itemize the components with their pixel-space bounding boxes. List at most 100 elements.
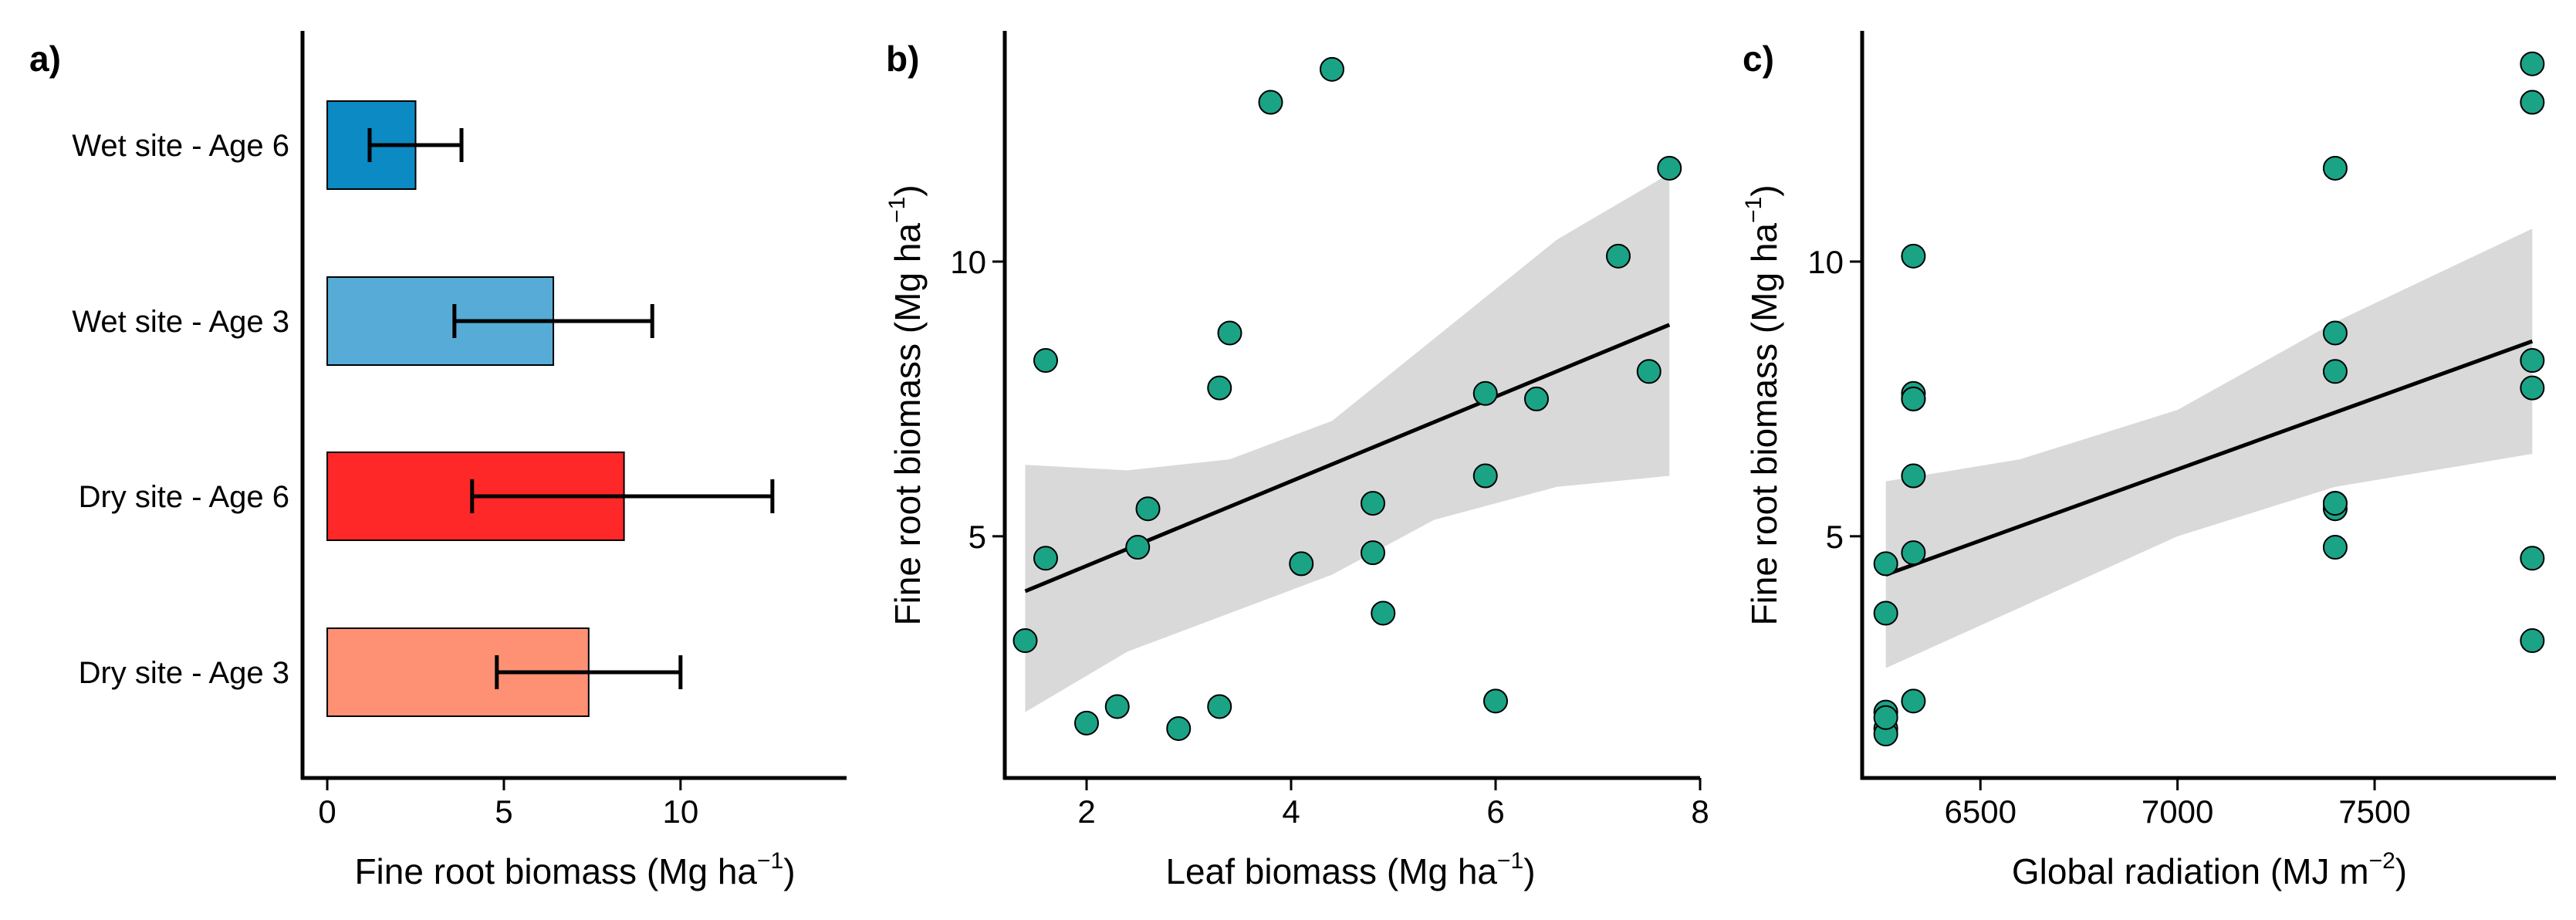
category-label: Wet site - Age 6 [72,129,289,163]
panel-b-y-title-main: Fine root biomass (Mg ha [887,223,928,626]
panel-a-x-title-main: Fine root biomass (Mg ha [354,851,757,891]
panel-c-ticks: 6500 7000 7500 5 10 [1807,244,2410,830]
panel-b-y-title-sup: −1 [884,197,910,223]
x-tick-label: 6500 [1945,793,2017,830]
data-point [1901,386,1926,411]
data-point [2520,375,2545,401]
panel-c-confidence-band [1885,228,2533,668]
panel-b-x-title-sup: −1 [1497,848,1523,874]
data-point [1873,600,1898,626]
data-point [1207,694,1232,719]
data-point [1361,540,1385,566]
y-tick-label: 5 [1826,519,1844,555]
data-point [2520,348,2545,374]
panel-a-category-labels: Wet site - Age 6 Wet site - Age 3 Dry site… [72,129,289,690]
data-point [1074,710,1099,736]
data-point [1371,600,1396,626]
panel-c-x-title-end: ) [2395,851,2407,891]
data-point [1606,243,1631,269]
data-point [1901,688,1926,714]
category-label: Wet site - Age 3 [72,305,289,339]
panel-a-x-title-end: ) [783,851,795,891]
data-point [1524,386,1549,411]
category-label: Dry site - Age 6 [79,480,289,514]
data-point [1901,463,1926,489]
data-point [1012,628,1038,654]
category-label: Dry site - Age 3 [79,656,289,690]
panel-a-x-title: Fine root biomass (Mg ha−1) [354,848,795,891]
data-point [1320,56,1344,82]
confidence-band-area [1885,228,2533,668]
panel-c-y-title-main: Fine root biomass (Mg ha [1744,223,1784,626]
data-point [1258,90,1283,115]
panel-b-y-title-end: ) [887,184,928,196]
data-point [1901,540,1926,566]
data-point [1873,551,1898,577]
panel-b-x-title-end: ) [1523,851,1535,891]
y-tick-label: 5 [969,519,986,555]
data-point [2322,491,2348,516]
data-point [1033,546,1058,571]
data-point [2520,628,2545,654]
data-point [1901,243,1926,269]
panel-c: c) 6500 7000 7500 5 10 Global radiation (MJ … [1741,31,2556,891]
data-point [2322,155,2348,181]
data-point [1104,694,1130,719]
panel-c-fit-line [1885,339,2534,577]
panel-c-x-title-sup: −2 [2369,848,2395,874]
panel-b-points [1012,56,1682,741]
data-point [1636,359,1662,384]
x-tick-label: 5 [495,793,512,830]
panel-a: a) Wet site - Age 6 Wet site - Age 3 Dry s… [29,31,847,891]
data-point [1207,375,1232,401]
data-point [2322,359,2348,384]
x-tick-label: 10 [662,793,698,830]
regression-line [1885,339,2534,577]
data-point [1135,496,1161,522]
x-tick-label: 2 [1077,793,1095,830]
x-tick-label: 8 [1691,793,1709,830]
x-tick-label: 7000 [2142,793,2213,830]
data-point [2520,90,2545,115]
data-point [1472,381,1498,406]
panel-b-x-title: Leaf biomass (Mg ha−1) [1165,848,1535,891]
x-tick-label: 4 [1282,793,1300,830]
data-point [2520,51,2545,76]
panel-b-x-title-main: Leaf biomass (Mg ha [1165,851,1497,891]
panel-b-y-title: Fine root biomass (Mg ha−1) [884,184,928,625]
panel-a-label: a) [29,39,61,79]
data-point [1483,688,1508,714]
data-point [1125,535,1151,560]
panel-c-y-title-end: ) [1744,184,1784,196]
panel-c-label: c) [1743,39,1774,79]
x-tick-label: 0 [318,793,336,830]
data-point [1166,715,1192,741]
panel-c-y-title-sup: −1 [1741,197,1766,223]
data-point [1289,551,1314,577]
y-tick-label: 10 [950,244,986,280]
panel-c-x-title-main: Global radiation (MJ m [2012,851,2369,891]
panel-a-x-title-sup: −1 [757,848,783,874]
confidence-band-area [1025,174,1670,712]
data-point [2520,546,2545,571]
panel-b-label: b) [886,39,919,79]
data-point [1361,491,1385,516]
panel-b-confidence-band [1025,174,1670,712]
panel-c-y-title: Fine root biomass (Mg ha−1) [1741,184,1784,625]
panel-a-x-ticks: 0 5 10 [318,778,698,830]
y-tick-label: 10 [1807,244,1844,280]
data-point [1033,348,1058,374]
data-point [1217,320,1242,346]
data-point [2322,320,2348,346]
panel-b-ticks: 2 4 6 8 5 10 [950,244,1709,830]
data-point [1657,155,1682,181]
data-point [2322,535,2348,560]
data-point [1472,463,1498,489]
panel-c-points [1873,51,2545,747]
x-tick-label: 7500 [2338,793,2410,830]
panel-c-x-title: Global radiation (MJ m−2) [2012,848,2407,891]
x-tick-label: 6 [1486,793,1504,830]
panel-a-bars [326,100,775,717]
